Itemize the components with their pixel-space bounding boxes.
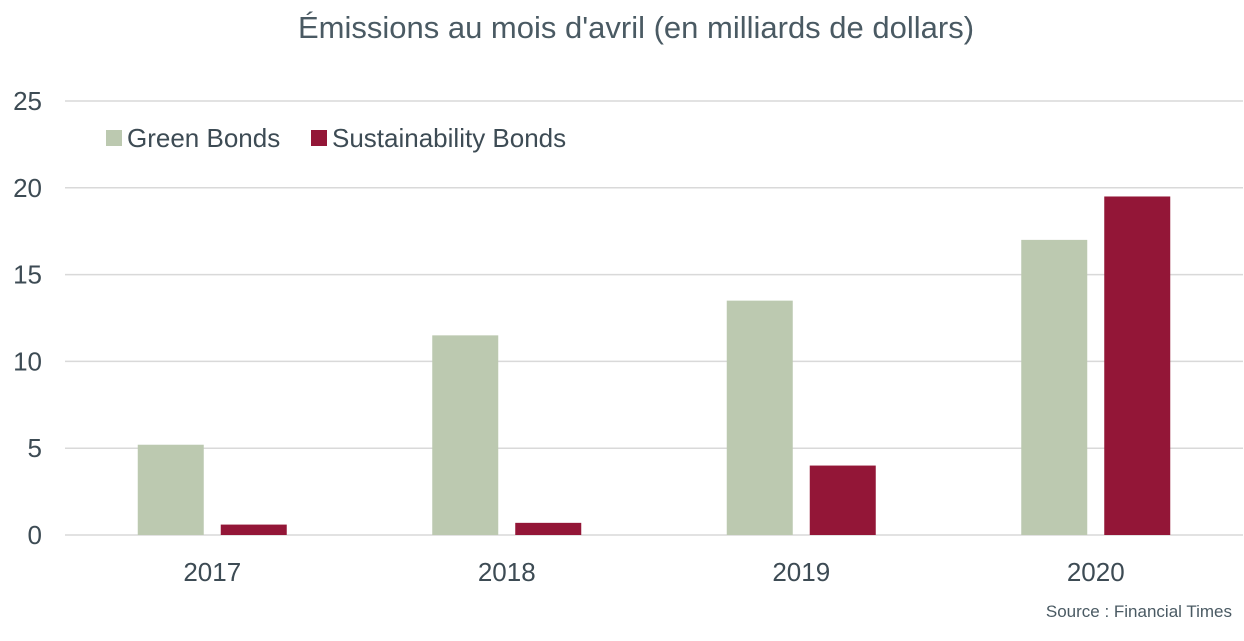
bar-sustainability-bonds-2018 — [515, 522, 582, 535]
legend-swatch-green-bonds — [106, 130, 122, 146]
x-tick-label: 2020 — [1067, 557, 1125, 587]
bar-green-bonds-2018 — [432, 335, 499, 535]
y-tick-label: 5 — [28, 433, 42, 463]
legend: Green Bonds Sustainability Bonds — [106, 123, 566, 153]
bars — [137, 196, 1171, 536]
legend-swatch-sustainability-bonds — [311, 130, 327, 146]
legend-label: Green Bonds — [127, 123, 280, 153]
bar-sustainability-bonds-2017 — [220, 524, 287, 535]
x-tick-label: 2019 — [772, 557, 830, 587]
x-tick-label: 2018 — [478, 557, 536, 587]
legend-label: Sustainability Bonds — [332, 123, 566, 153]
y-tick-label: 15 — [13, 260, 42, 290]
bar-green-bonds-2020 — [1021, 239, 1088, 535]
bar-green-bonds-2017 — [137, 444, 204, 535]
x-tick-label: 2017 — [183, 557, 241, 587]
y-axis: 0 5 10 15 20 25 — [13, 86, 42, 550]
bar-green-bonds-2019 — [726, 300, 793, 535]
bar-sustainability-bonds-2019 — [809, 465, 876, 535]
source-note: Source : Financial Times — [1046, 602, 1232, 621]
y-tick-label: 25 — [13, 86, 42, 116]
y-tick-label: 10 — [13, 346, 42, 376]
y-tick-label: 20 — [13, 173, 42, 203]
x-axis: 2017 2018 2019 2020 — [183, 557, 1124, 587]
chart-title: Émissions au mois d'avril (en milliards … — [298, 10, 974, 45]
bar-sustainability-bonds-2020 — [1104, 196, 1171, 536]
y-tick-label: 0 — [28, 520, 42, 550]
